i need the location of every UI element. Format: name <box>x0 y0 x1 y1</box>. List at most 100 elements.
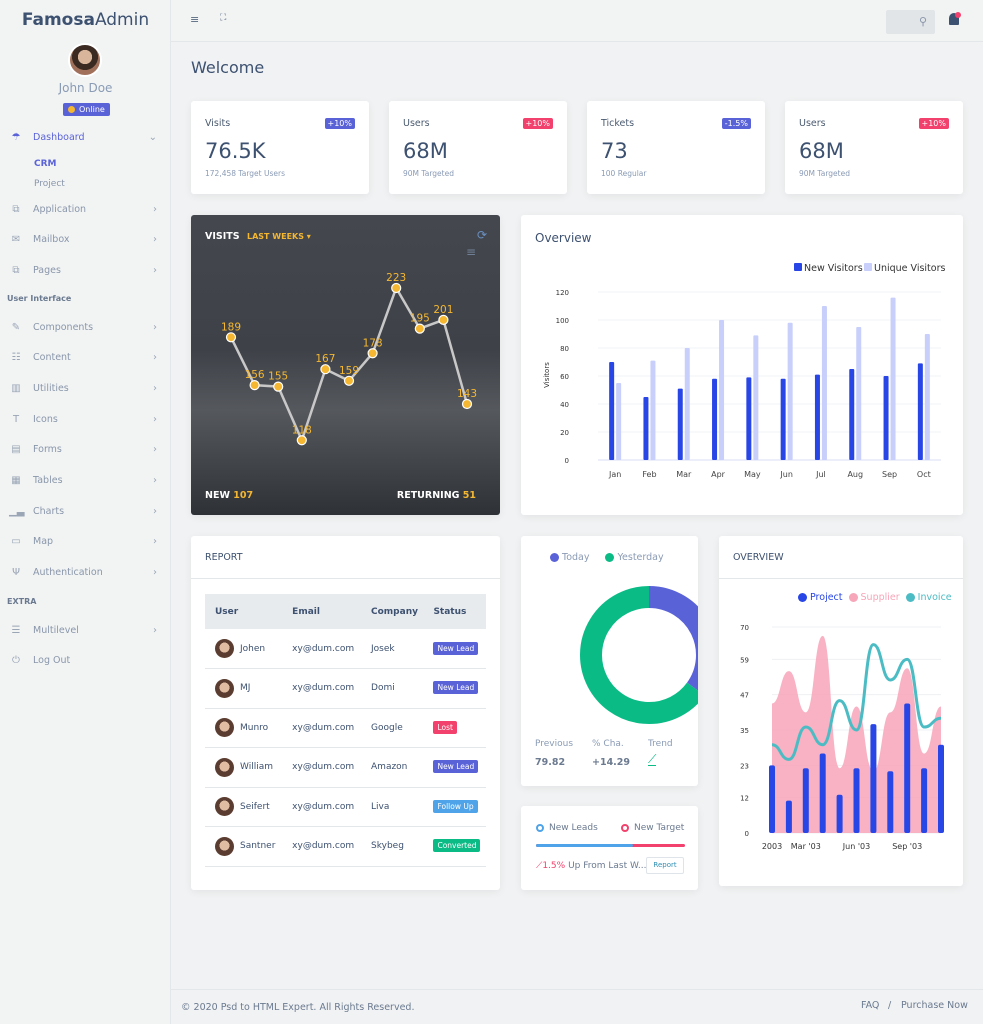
table-row[interactable]: MJ xy@dum.com Domi New Lead <box>205 668 486 709</box>
change-label: % Cha. <box>592 739 624 749</box>
paint-icon: ✎ <box>11 321 21 333</box>
bar-new-visitors <box>917 363 923 460</box>
visits-point <box>343 375 355 386</box>
sidebar-item-utilities[interactable]: ▥ Utilities › <box>0 378 171 398</box>
donut-card: Today Yesterday Previous 79.82 % Cha. +1… <box>521 536 698 786</box>
y-tick-label: 0 <box>565 457 569 465</box>
mixed-legend: Project Supplier Invoice <box>798 592 952 603</box>
sidebar-item-mailbox[interactable]: ✉ Mailbox › <box>0 230 171 250</box>
sidebar-item-icons[interactable]: T Icons › <box>0 409 171 429</box>
last-weeks-dropdown[interactable]: LAST WEEKS ▾ <box>247 232 311 241</box>
y-tick-label: 80 <box>560 345 569 353</box>
visits-card: VISITS LAST WEEKS ▾ ⟳ ≡ 189 156 155 118 167 1… <box>191 215 500 515</box>
visits-point <box>367 348 378 359</box>
visits-data-label: 189 <box>221 321 241 333</box>
search-icon: ⚲ <box>918 15 927 28</box>
chevron-right-icon: › <box>153 234 157 246</box>
bar-unique-visitors <box>616 383 622 460</box>
bar-project <box>802 768 809 833</box>
bar-project <box>938 744 944 833</box>
table-row[interactable]: Santner xy@dum.com Skybeg Converted <box>205 826 486 867</box>
sidebar-item-pages[interactable]: ⧉ Pages › <box>0 260 171 280</box>
legend-supplier[interactable]: Supplier <box>848 592 900 603</box>
layers-icon: ☰ <box>11 624 21 636</box>
copy-icon: ⧉ <box>12 264 20 276</box>
visits-point <box>296 435 307 446</box>
stat-badge: +10% <box>918 118 949 129</box>
stat-badge: +10% <box>324 118 355 129</box>
report-button[interactable]: Report <box>646 857 684 874</box>
table-row[interactable]: Seifert xy@dum.com Liva Follow Up <box>205 787 486 827</box>
sidebar-item-multilevel[interactable]: ☰ Multilevel › <box>0 620 171 640</box>
visits-data-label: 195 <box>410 313 430 325</box>
copy-icon: ⧉ <box>12 203 20 215</box>
visits-point <box>249 380 260 391</box>
menu-icon[interactable]: ≡ <box>465 245 476 259</box>
sidebar-item-components[interactable]: ✎ Components › <box>0 317 171 337</box>
bar-unique-visitors <box>787 322 793 460</box>
sidebar-item-log-out[interactable]: ⏻ Log Out <box>0 651 171 671</box>
sidebar-item-application[interactable]: ⧉ Application › <box>0 199 171 219</box>
search-button[interactable]: ⚲ <box>886 10 935 34</box>
stat-value: 68M <box>799 139 844 163</box>
x-tick-label: Apr <box>711 470 726 479</box>
overview-mixed-card: OVERVIEW Project Supplier Invoice 0 12 23 3… <box>719 536 963 886</box>
report-card: REPORT User Email Company Status Johen xy@dum… <box>191 536 500 890</box>
column-header[interactable]: Company <box>361 594 424 629</box>
bar-project <box>819 753 826 833</box>
section-extra: EXTRA <box>7 597 37 606</box>
brand-logo[interactable]: FamosaAdmin <box>21 10 150 30</box>
avatar <box>215 718 234 738</box>
table-row[interactable]: Johen xy@dum.com Josek New Lead <box>205 629 486 669</box>
faq-link[interactable]: FAQ <box>861 1000 880 1011</box>
sidebar-item-charts[interactable]: ▁▃ Charts › <box>9 505 157 517</box>
overview-mixed-chart: 0 12 23 35 47 59 70 2003 Mar '03 Jun '03 Sep '03 <box>740 624 944 851</box>
legend-yesterday[interactable]: Yesterday <box>605 552 664 563</box>
column-header[interactable]: User <box>205 594 283 629</box>
donut-legend: Today Yesterday <box>550 552 664 563</box>
section-user-interface: User Interface <box>7 294 72 303</box>
visits-point <box>438 314 449 326</box>
fullscreen-icon[interactable]: ⛶ <box>220 13 227 23</box>
sidebar-sub-crm[interactable]: CRM <box>34 159 57 169</box>
stat-label: Users <box>403 118 430 129</box>
x-tick-label: Sep <box>882 470 897 479</box>
change-value: +14.29 <box>592 757 631 768</box>
table-row[interactable]: Munro xy@dum.com Google Lost <box>205 708 486 748</box>
x-tick-label: Mar <box>676 470 692 479</box>
trend-icon: ⟋ <box>536 861 543 871</box>
line-invoice <box>771 643 942 761</box>
avatar[interactable] <box>68 43 102 77</box>
y-tick-label: 40 <box>560 401 569 409</box>
y-tick-label: 35 <box>740 727 749 735</box>
table-row[interactable]: William xy@dum.com Amazon New Lead <box>205 747 486 788</box>
legend-invoice[interactable]: Invoice <box>905 592 952 603</box>
sidebar-item-content[interactable]: ☷ Content › <box>0 348 171 368</box>
chevron-right-icon: › <box>153 203 157 215</box>
legend-today[interactable]: Today <box>550 552 589 563</box>
report-title: REPORT <box>205 552 243 563</box>
notification-bell-icon[interactable] <box>949 12 961 25</box>
visits-title: VISITS <box>205 231 240 242</box>
refresh-icon[interactable]: ⟳ <box>476 228 487 242</box>
sidebar-item-map[interactable]: ▭ Map › <box>0 532 171 552</box>
column-header[interactable]: Status <box>423 594 486 629</box>
topbar: ≡ ⛶ ⚲ <box>171 0 983 42</box>
y-tick-label: 23 <box>740 762 749 770</box>
x-tick-label: Jun <box>779 470 793 479</box>
sidebar-item-dashboard[interactable]: ☂ Dashboard ⌄ <box>0 127 171 147</box>
donut-chart <box>580 586 698 724</box>
sidebar-item-tables[interactable]: ▦ Tables › <box>0 471 171 491</box>
menu-icon[interactable]: ≡ <box>190 13 200 26</box>
purchase-link[interactable]: Purchase Now <box>901 1000 968 1011</box>
chevron-right-icon: › <box>153 352 157 364</box>
column-header[interactable]: Email <box>282 594 362 629</box>
sidebar-item-forms[interactable]: ▤ Forms › <box>0 440 171 460</box>
sidebar-sub-project[interactable]: Project <box>34 179 65 189</box>
status-badge: Online <box>63 103 110 116</box>
chevron-right-icon: › <box>153 444 157 456</box>
sidebar-item-authentication[interactable]: Ψ Authentication › <box>0 563 171 583</box>
visits-point <box>273 381 284 392</box>
legend-project[interactable]: Project <box>798 592 843 603</box>
